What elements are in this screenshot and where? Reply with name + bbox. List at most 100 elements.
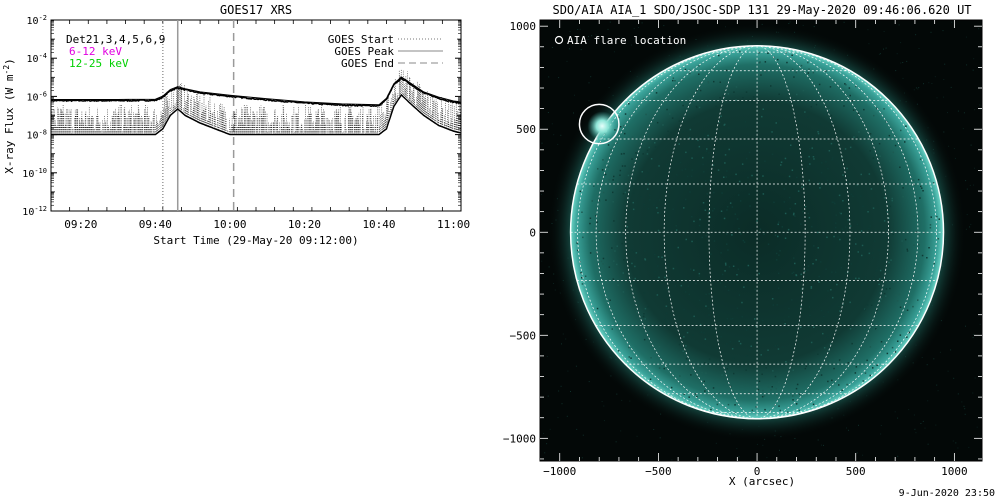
disk-speckle-pixel: [847, 219, 850, 221]
disk-speckle-pixel: [845, 84, 847, 86]
disk-speckle-pixel: [621, 165, 624, 167]
noise-pixel: [926, 364, 928, 366]
disk-speckle-pixel: [706, 148, 708, 150]
disk-speckle-pixel: [719, 282, 722, 284]
disk-speckle-pixel: [659, 157, 661, 160]
disk-speckle-pixel: [789, 118, 791, 120]
disk-speckle-pixel: [855, 366, 858, 368]
disk-speckle-pixel: [621, 161, 623, 163]
aia-y-tick-label: 500: [516, 123, 536, 136]
footer-timestamp: 9-Jun-2020 23:50: [899, 488, 995, 499]
disk-speckle-pixel: [764, 70, 766, 73]
noise-pixel: [848, 429, 849, 431]
disk-speckle-pixel: [657, 265, 659, 267]
disk-speckle-pixel: [626, 220, 629, 222]
disk-speckle-pixel: [864, 372, 867, 374]
noise-pixel: [952, 440, 954, 442]
disk-speckle-pixel: [725, 264, 727, 266]
disk-speckle-pixel: [921, 254, 924, 257]
disk-speckle-pixel: [688, 396, 690, 398]
disk-speckle-pixel: [724, 285, 727, 288]
disk-speckle-pixel: [667, 130, 669, 132]
disk-speckle-pixel: [726, 317, 729, 320]
disk-speckle-pixel: [689, 191, 691, 193]
noise-pixel: [900, 62, 902, 64]
disk-speckle-pixel: [696, 89, 698, 92]
disk-speckle-pixel: [757, 232, 759, 234]
noise-pixel: [897, 417, 899, 419]
disk-speckle-pixel: [762, 175, 764, 177]
noise-pixel: [970, 223, 972, 225]
noise-pixel: [974, 377, 976, 379]
disk-speckle-pixel: [705, 150, 708, 152]
noise-pixel: [957, 393, 959, 395]
disk-speckle-pixel: [685, 345, 687, 347]
disk-speckle-pixel: [861, 244, 864, 247]
disk-speckle-pixel: [849, 225, 852, 227]
disk-speckle-pixel: [679, 185, 682, 187]
disk-speckle-pixel: [811, 225, 813, 228]
disk-speckle-pixel: [672, 79, 674, 82]
disk-speckle-pixel: [784, 103, 787, 105]
disk-speckle-pixel: [602, 191, 605, 194]
disk-speckle-pixel: [622, 193, 625, 195]
disk-speckle-pixel: [667, 266, 669, 268]
disk-speckle-pixel: [659, 212, 661, 214]
disk-speckle-pixel: [783, 201, 786, 203]
noise-pixel: [964, 413, 966, 415]
noise-pixel: [939, 351, 941, 353]
noise-pixel: [868, 43, 870, 45]
disk-speckle-pixel: [891, 199, 893, 202]
noise-pixel: [762, 444, 764, 446]
disk-speckle-pixel: [649, 194, 651, 197]
disk-speckle-pixel: [872, 207, 875, 209]
disk-speckle-pixel: [917, 299, 919, 301]
noise-pixel: [653, 429, 655, 430]
disk-speckle-pixel: [775, 360, 778, 363]
disk-speckle-pixel: [771, 153, 774, 156]
disk-speckle-pixel: [795, 274, 797, 276]
noise-pixel: [966, 214, 968, 216]
disk-speckle-pixel: [593, 185, 595, 187]
disk-speckle-pixel: [862, 380, 864, 382]
disk-speckle-pixel: [706, 193, 708, 195]
disk-speckle-pixel: [795, 71, 797, 74]
noise-pixel: [547, 395, 549, 397]
disk-speckle-pixel: [598, 230, 600, 233]
disk-speckle-pixel: [616, 142, 618, 144]
disk-speckle-pixel: [855, 85, 857, 88]
noise-pixel: [788, 23, 790, 24]
noise-pixel: [577, 29, 579, 30]
disk-speckle-pixel: [854, 237, 857, 240]
disk-speckle-pixel: [642, 153, 644, 155]
disk-speckle-pixel: [644, 250, 646, 252]
series-low-energy-line: [51, 76, 461, 108]
noise-pixel: [638, 27, 639, 28]
disk-speckle-pixel: [779, 250, 781, 252]
disk-speckle-pixel: [705, 372, 707, 374]
grid-longitude-line: [757, 45, 889, 420]
disk-speckle-pixel: [780, 161, 783, 163]
noise-pixel: [966, 64, 968, 66]
disk-speckle-pixel: [803, 132, 806, 135]
disk-speckle-pixel: [684, 352, 687, 355]
disk-speckle-pixel: [754, 318, 756, 320]
disk-speckle-pixel: [672, 267, 675, 270]
noise-pixel: [930, 31, 932, 33]
noise-pixel: [957, 447, 959, 449]
disk-speckle-pixel: [825, 139, 828, 142]
disk-speckle-pixel: [775, 259, 778, 261]
noise-pixel: [557, 417, 559, 419]
disk-speckle-pixel: [745, 157, 748, 160]
disk-speckle-pixel: [879, 292, 882, 294]
disk-speckle-pixel: [777, 348, 780, 350]
disk-speckle-pixel: [725, 176, 728, 178]
disk-speckle-pixel: [608, 266, 611, 268]
disk-speckle-pixel: [758, 62, 761, 64]
disk-speckle-pixel: [797, 190, 800, 192]
disk-speckle-pixel: [704, 362, 706, 364]
disk-speckle-pixel: [581, 283, 584, 285]
disk-speckle-pixel: [628, 346, 630, 349]
noise-pixel: [896, 53, 898, 55]
disk-speckle-pixel: [712, 210, 714, 212]
